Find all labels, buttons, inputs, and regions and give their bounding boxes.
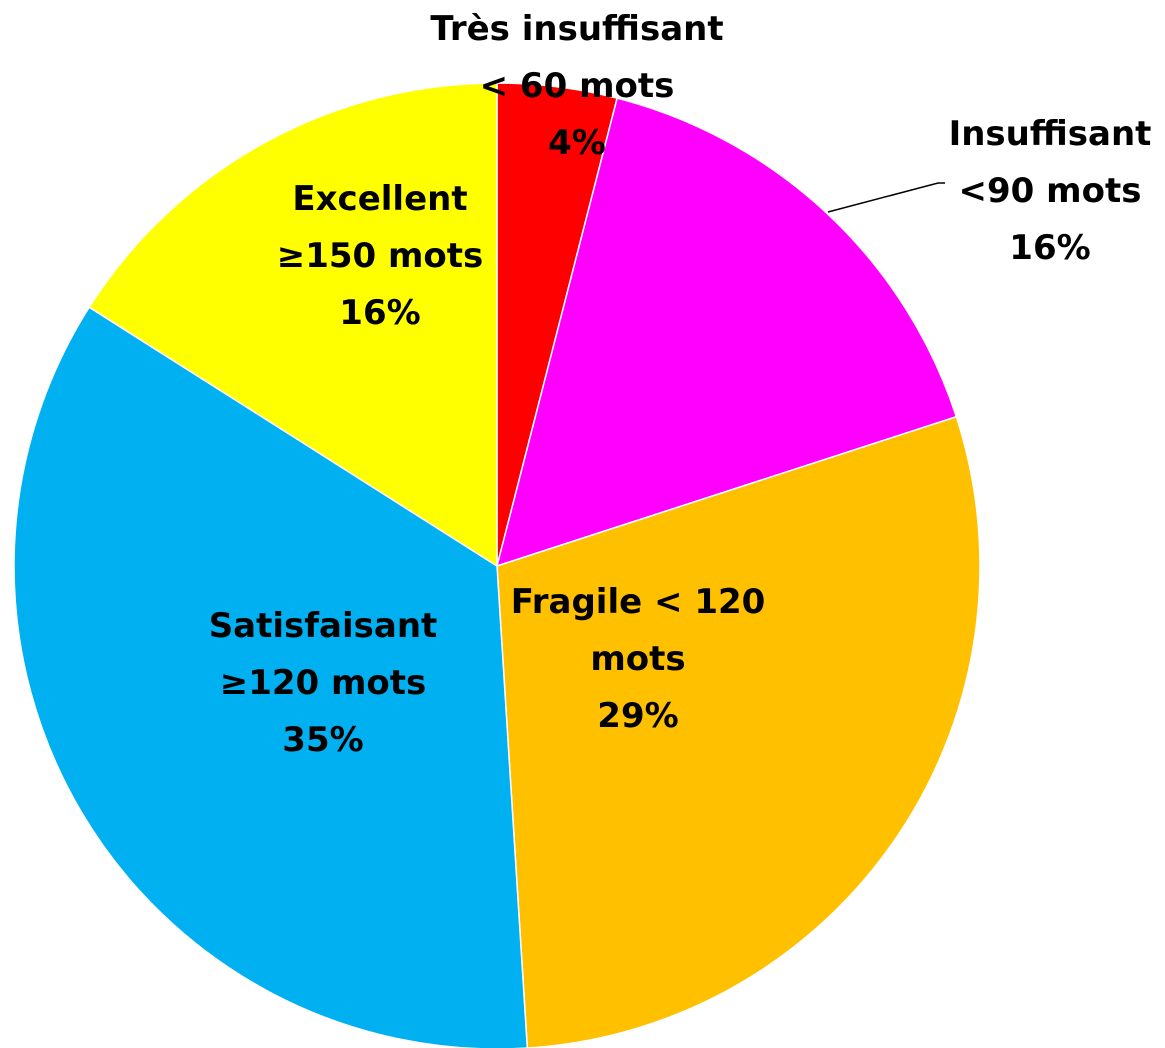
pie-slice [496,415,981,1048]
slice-label: Fragile < 120 mots [511,582,766,679]
pie-slice [13,306,529,1048]
leader-line [827,182,945,213]
slice-label: Insuffisant <90 mots [949,114,1152,211]
slice-value-label: 4% [548,123,606,163]
slice-value-label: 16% [1009,228,1090,268]
slice-label: Excellent ≥150 mots [277,179,484,276]
pie-slice [88,82,498,568]
slice-value-label: 16% [339,293,420,333]
pie-slice [495,97,958,568]
slice-value-label: 35% [282,720,363,760]
slice-label: Satisfaisant ≥120 mots [209,606,438,703]
slice-label: Très insuffisant < 60 mots [430,9,723,106]
slice-value-label: 29% [597,696,678,736]
